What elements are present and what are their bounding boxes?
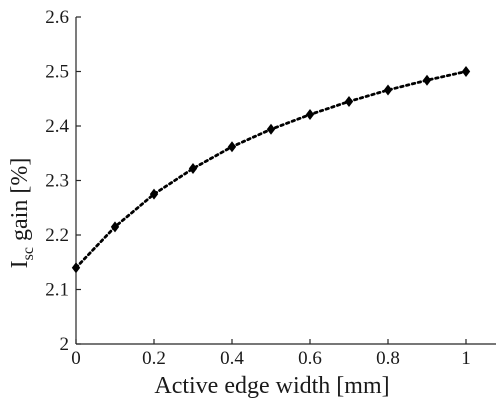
y-axis-label-subscript: sc	[20, 247, 37, 260]
x-tick-label: 0	[71, 348, 81, 369]
ticks: 0 0.2 0.4 0.6 0.8 1 2 2.1 2.2 2.3 2.4 2.5 2.6	[45, 7, 471, 369]
data-point-marker	[110, 221, 120, 233]
y-tick-label: 2.3	[45, 171, 69, 192]
data-point-marker	[266, 123, 276, 135]
series-layer	[71, 66, 471, 274]
series-line	[74, 70, 468, 270]
y-tick-label: 2.1	[45, 280, 69, 301]
data-point-marker	[227, 141, 237, 153]
y-tick-label: 2.6	[45, 7, 69, 28]
y-axis-label: Isc gain [%]	[7, 158, 37, 269]
y-tick-label: 2	[60, 334, 70, 355]
data-point-marker	[149, 188, 159, 200]
x-tick-label: 0.8	[376, 348, 400, 369]
data-point-marker	[383, 84, 393, 96]
y-axis-label-rest: gain [%]	[7, 158, 33, 247]
y-tick-label: 2.4	[45, 116, 69, 137]
y-axis-label-main: I	[7, 260, 33, 268]
axes	[75, 17, 496, 345]
data-point-marker	[188, 163, 198, 175]
x-tick-label: 1	[461, 348, 471, 369]
data-point-marker	[461, 66, 471, 77]
x-tick-label: 0.2	[142, 348, 166, 369]
data-point-marker	[344, 95, 354, 107]
y-tick-label: 2.5	[45, 62, 69, 83]
x-tick-label: 0.6	[298, 348, 322, 369]
data-point-marker	[422, 74, 432, 86]
x-tick-label: 0.4	[220, 348, 244, 369]
x-axis-label: Active edge width [mm]	[154, 373, 389, 399]
data-point-marker	[305, 109, 315, 121]
data-point-marker	[71, 262, 81, 274]
y-tick-label: 2.2	[45, 225, 69, 246]
